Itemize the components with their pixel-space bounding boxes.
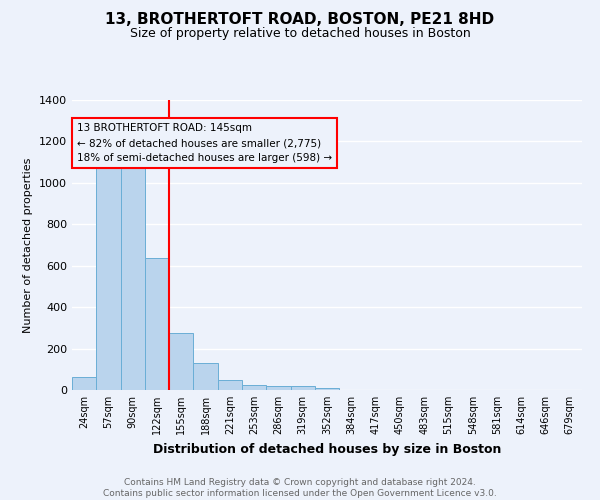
Bar — [218, 380, 242, 390]
Bar — [193, 363, 218, 390]
X-axis label: Distribution of detached houses by size in Boston: Distribution of detached houses by size … — [153, 442, 501, 456]
Bar — [290, 386, 315, 390]
Text: 13, BROTHERTOFT ROAD, BOSTON, PE21 8HD: 13, BROTHERTOFT ROAD, BOSTON, PE21 8HD — [106, 12, 494, 28]
Text: Size of property relative to detached houses in Boston: Size of property relative to detached ho… — [130, 28, 470, 40]
Bar — [169, 333, 193, 390]
Bar — [72, 376, 96, 390]
Bar — [315, 388, 339, 390]
Bar — [242, 386, 266, 390]
Y-axis label: Number of detached properties: Number of detached properties — [23, 158, 34, 332]
Bar — [145, 258, 169, 390]
Bar — [96, 168, 121, 390]
Bar — [121, 151, 145, 390]
Text: 13 BROTHERTOFT ROAD: 145sqm
← 82% of detached houses are smaller (2,775)
18% of : 13 BROTHERTOFT ROAD: 145sqm ← 82% of det… — [77, 123, 332, 163]
Text: Contains HM Land Registry data © Crown copyright and database right 2024.
Contai: Contains HM Land Registry data © Crown c… — [103, 478, 497, 498]
Bar — [266, 386, 290, 390]
